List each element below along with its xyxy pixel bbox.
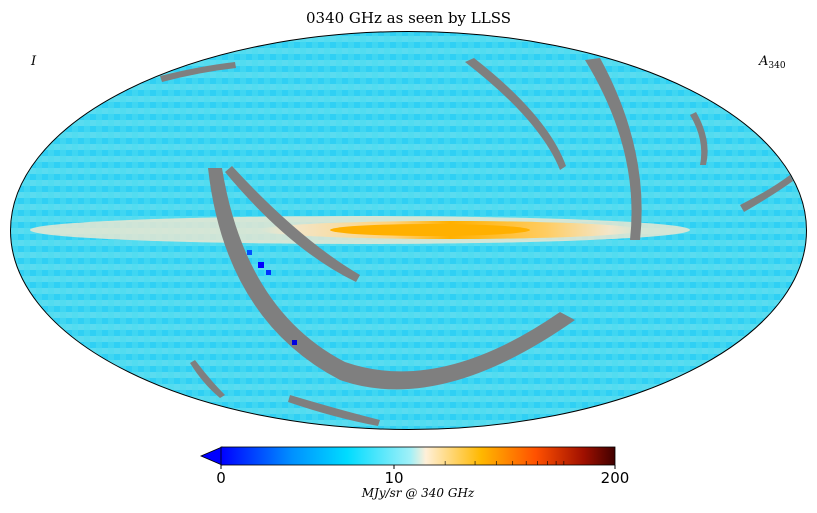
masked-scan-arc-bottom (288, 395, 380, 426)
map-label-sub: 340 (768, 61, 785, 71)
masked-scan-arc-upper-right (585, 58, 642, 240)
map-title: 0340 GHz as seen by LLSS (306, 9, 511, 27)
colorbar-ticks: 0 10 200 (216, 461, 629, 487)
colorbar-label: MJy/sr @ 340 GHz (361, 486, 475, 500)
masked-scan-arc-top (465, 58, 566, 170)
colorbar-tick-label: 200 (601, 469, 630, 487)
map-label: A340 (758, 54, 786, 71)
map-label-main: A (758, 54, 768, 69)
low-pixel (266, 270, 271, 275)
masked-scan-arc-large (208, 168, 575, 390)
low-pixel (258, 262, 264, 268)
sky-map-body (10, 31, 807, 430)
colorbar-tick-label: 0 (216, 469, 226, 487)
masked-scan-arc-right (690, 112, 708, 165)
masked-scan-arc-top-left (160, 62, 236, 82)
stokes-label: I (30, 54, 37, 69)
masked-scan-arc-left (190, 360, 225, 398)
colorbar: 0 10 200 MJy/sr @ 340 GHz (199, 446, 629, 500)
map-outline (10, 31, 807, 430)
colorbar-extend-arrow (199, 446, 223, 466)
low-pixel (247, 250, 252, 255)
masked-scan-arc-inner (225, 166, 360, 282)
masked-scan-arc-far-right (740, 175, 793, 212)
colorbar-gradient (220, 446, 616, 466)
low-pixel (292, 340, 297, 345)
colorbar-tick-label: 10 (384, 469, 403, 487)
galactic-plane-core (330, 224, 530, 236)
